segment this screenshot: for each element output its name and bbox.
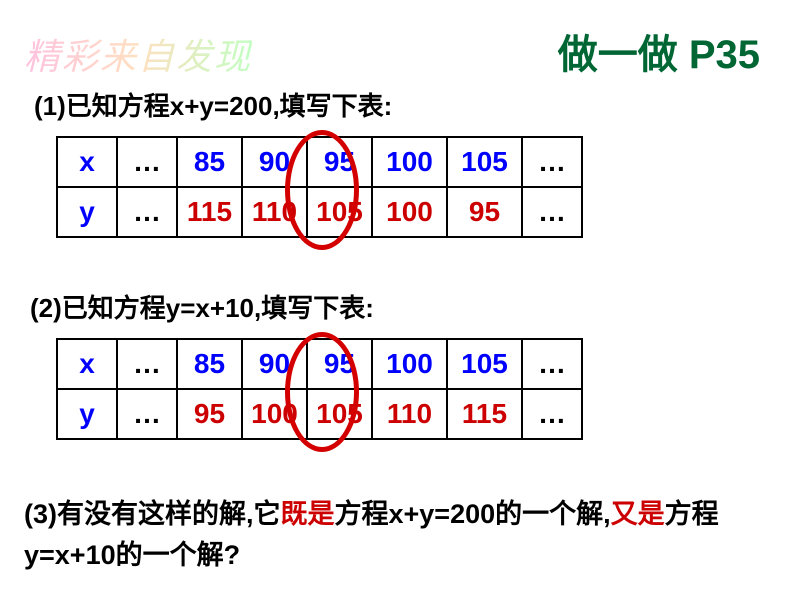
cell-y-label: y — [57, 187, 117, 237]
cell-dots: … — [522, 339, 582, 389]
cell-value: 85 — [177, 137, 242, 187]
cell-dots: … — [522, 187, 582, 237]
q3-part: (3)有没有这样的解,它 — [24, 499, 281, 529]
cell-value: 115 — [447, 389, 522, 439]
table-row: y … 115 110 105 100 95 … — [57, 187, 582, 237]
cell-value: 95 — [307, 137, 372, 187]
cell-value: 95 — [177, 389, 242, 439]
q3-part: 方程x+y=200的一个解, — [335, 499, 611, 529]
table-row: y … 95 100 105 110 115 … — [57, 389, 582, 439]
table-row: x … 85 90 95 100 105 … — [57, 137, 582, 187]
cell-value: 90 — [242, 137, 307, 187]
cell-value: 85 — [177, 339, 242, 389]
cell-y-label: y — [57, 389, 117, 439]
cell-value: 105 — [447, 339, 522, 389]
cell-value: 100 — [372, 187, 447, 237]
cell-dots: … — [117, 187, 177, 237]
watermark-text: 精彩来自发现 — [24, 28, 252, 80]
cell-value: 90 — [242, 339, 307, 389]
cell-dots: … — [522, 389, 582, 439]
cell-value: 115 — [177, 187, 242, 237]
cell-value: 100 — [372, 339, 447, 389]
question-2-text: (2)已知方程y=x+10,填写下表: — [30, 288, 374, 325]
cell-value: 95 — [307, 339, 372, 389]
q3-red: 既是 — [281, 499, 335, 529]
table-2: x … 85 90 95 100 105 … y … 95 100 105 11… — [56, 338, 583, 440]
cell-dots: … — [117, 137, 177, 187]
cell-value: 100 — [242, 389, 307, 439]
cell-value: 105 — [447, 137, 522, 187]
cell-value: 95 — [447, 187, 522, 237]
cell-dots: … — [117, 389, 177, 439]
cell-value: 110 — [372, 389, 447, 439]
question-1-text: (1)已知方程x+y=200,填写下表: — [34, 86, 392, 123]
cell-value: 100 — [372, 137, 447, 187]
cell-x-label: x — [57, 137, 117, 187]
cell-dots: … — [117, 339, 177, 389]
cell-value: 105 — [307, 389, 372, 439]
header-title: 做一做 P35 — [558, 22, 760, 80]
cell-x-label: x — [57, 339, 117, 389]
cell-value: 105 — [307, 187, 372, 237]
cell-dots: … — [522, 137, 582, 187]
table-1: x … 85 90 95 100 105 … y … 115 110 105 1… — [56, 136, 583, 238]
cell-value: 110 — [242, 187, 307, 237]
q3-red: 又是 — [611, 499, 665, 529]
table-row: x … 85 90 95 100 105 … — [57, 339, 582, 389]
question-3-text: (3)有没有这样的解,它既是方程x+y=200的一个解,又是方程y=x+10的一… — [24, 494, 774, 575]
